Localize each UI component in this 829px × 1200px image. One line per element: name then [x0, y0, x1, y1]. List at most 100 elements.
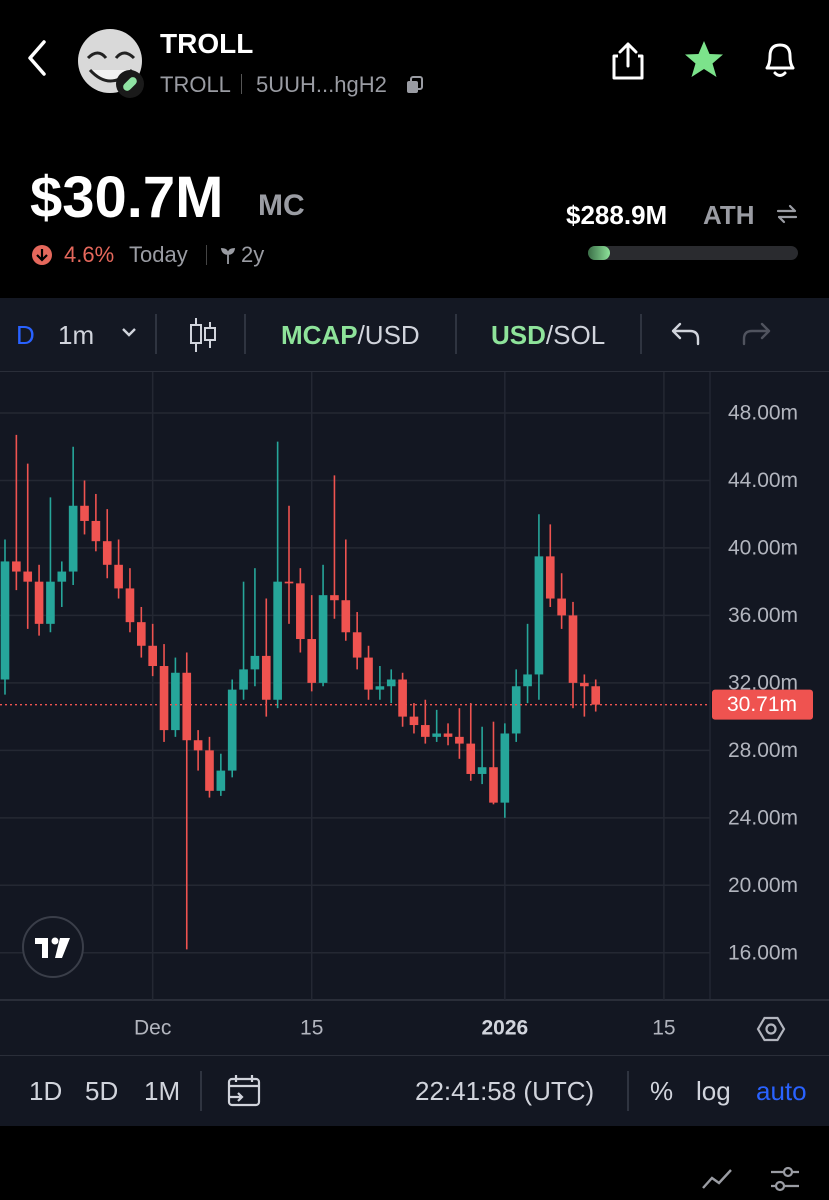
token-title: TROLL [160, 28, 254, 59]
sprout-icon [220, 248, 236, 264]
indicator-button[interactable] [700, 1166, 734, 1192]
down-icon [32, 245, 52, 265]
chevron-icon[interactable] [120, 326, 138, 340]
token-symbol: TROLL [160, 72, 231, 97]
range-button[interactable]: 1D [29, 1076, 63, 1106]
tv-logo [22, 916, 84, 978]
clock: 22:41:58 (UTC) [415, 1076, 595, 1106]
token-age: 2y [241, 242, 265, 267]
x-tick-label: 15 [300, 1017, 323, 1040]
candle-body [34, 581, 44, 624]
candle-body [216, 770, 226, 791]
candle-body [171, 672, 180, 731]
candle-body [591, 686, 601, 705]
undo-button[interactable] [670, 320, 702, 348]
candle-body [125, 588, 135, 623]
candle-body [432, 733, 441, 737]
candle-body [227, 689, 237, 771]
candle-body [80, 505, 89, 521]
candle-body [443, 733, 453, 737]
candle-body [91, 520, 101, 542]
filter-button[interactable] [768, 1164, 802, 1194]
settings-icon[interactable] [756, 1016, 786, 1042]
usd-toggle[interactable]: USD/SOL [491, 320, 605, 351]
candle-body [57, 571, 67, 582]
candle-body [182, 672, 192, 741]
candle-body [500, 733, 510, 803]
divider [241, 74, 242, 94]
divider [206, 245, 207, 265]
ath-value: $288.9M [566, 200, 668, 230]
candle-body [148, 645, 157, 667]
share-button[interactable] [610, 40, 650, 82]
candle-body [46, 581, 55, 624]
candle-body [545, 556, 555, 599]
ath-progress-track [588, 246, 798, 260]
mcap-label: MCAP [281, 320, 358, 350]
y-tick-label: 36.00m [728, 604, 798, 627]
candle-body [341, 600, 351, 633]
interval[interactable]: 1m [58, 320, 95, 350]
separator [155, 314, 157, 354]
alert-button[interactable] [758, 38, 802, 82]
x-tick-label: 2026 [481, 1017, 528, 1040]
percent-toggle[interactable]: % [650, 1076, 674, 1106]
usd-quote: /SOL [545, 320, 606, 350]
market-cap-unit: MC [258, 189, 305, 222]
candle-body [489, 767, 498, 803]
y-tick-label: 20.00m [728, 874, 798, 897]
candle-body [250, 655, 260, 670]
candle-body [0, 561, 10, 680]
x-tick-label: 15 [652, 1017, 675, 1040]
bottom-toolbar: 1D 5D 1M 22:41:58 (UTC) % log auto [0, 1055, 829, 1126]
candle-body [318, 595, 328, 683]
candle-body [137, 622, 146, 646]
ath-label: ATH [703, 200, 755, 230]
candle-body [477, 767, 487, 774]
y-tick-label: 28.00m [728, 739, 798, 762]
y-tick-label: 24.00m [728, 806, 798, 829]
candle-body [466, 743, 476, 774]
range-button[interactable]: 5D [85, 1076, 119, 1106]
candle-body [23, 571, 33, 582]
candle-body [580, 682, 589, 687]
candle-body [12, 561, 21, 572]
date-range-icon[interactable] [226, 1073, 264, 1109]
separator [455, 314, 457, 354]
redo-button[interactable] [740, 320, 772, 348]
mcap-quote: /USD [357, 320, 420, 350]
candlestick-chart: 16.00m 20.00m 24.00m 28.00m 32.00m 36.00m 40.0… [0, 372, 829, 1055]
usd-label: USD [491, 320, 546, 350]
candle-body [261, 655, 271, 700]
candle-body [352, 632, 362, 658]
candle-body [114, 564, 123, 589]
change-period: Today [129, 242, 188, 267]
token-address[interactable]: 5UUH...hgH2 [256, 72, 387, 97]
auto-toggle[interactable]: auto [756, 1076, 807, 1106]
back-button[interactable] [22, 38, 52, 78]
separator [200, 1071, 202, 1111]
swap-icon[interactable] [774, 202, 800, 226]
candle-body [523, 674, 532, 687]
copy-icon[interactable] [404, 74, 426, 96]
y-tick-label: 16.00m [728, 941, 798, 964]
y-tick-label: 48.00m [728, 402, 798, 425]
last-price-label: 30.71m [727, 693, 797, 716]
favorite-button[interactable] [682, 38, 726, 82]
candle-body [409, 716, 419, 726]
candle-type-icon[interactable] [186, 316, 220, 354]
candle-body [159, 666, 169, 731]
separator [640, 314, 642, 354]
candle-body [273, 581, 282, 700]
ath-progress-fill [588, 246, 610, 260]
x-tick-label: Dec [134, 1017, 171, 1040]
candle-body [557, 598, 566, 616]
chart-toolbar: D 1m MCAP/USD USD/SOL [0, 298, 829, 372]
range-button[interactable]: 1M [144, 1076, 181, 1106]
y-tick-label: 40.00m [728, 536, 798, 559]
log-toggle[interactable]: log [696, 1076, 731, 1106]
mcap-toggle[interactable]: MCAP/USD [281, 320, 420, 351]
candle-body [398, 679, 407, 717]
candle-body [68, 505, 78, 572]
